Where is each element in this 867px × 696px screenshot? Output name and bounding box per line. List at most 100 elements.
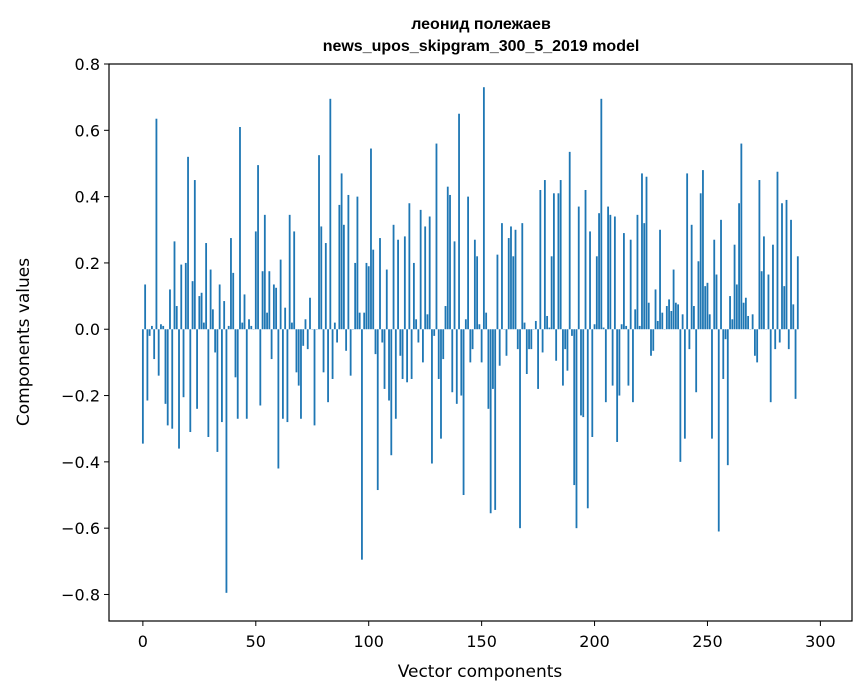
bar (309, 297, 311, 330)
bar (437, 329, 440, 379)
bar (166, 329, 169, 426)
bar (408, 203, 411, 330)
bar (652, 329, 655, 351)
bar (365, 262, 368, 330)
bar (557, 193, 560, 330)
bar (442, 329, 445, 360)
x-tick-label: 200 (579, 632, 610, 651)
bar (333, 322, 336, 330)
y-tick-label: 0.0 (75, 320, 100, 339)
x-tick-label: 300 (805, 632, 836, 651)
bar (537, 329, 539, 389)
bar (654, 289, 657, 330)
y-tick-label: −0.6 (61, 519, 100, 538)
bar (462, 329, 465, 496)
bar (753, 329, 756, 356)
bar (338, 204, 341, 330)
bar (227, 325, 230, 330)
bar (760, 271, 763, 330)
bar (550, 256, 553, 330)
bar (620, 324, 623, 330)
bar (245, 329, 248, 419)
bar (616, 329, 619, 442)
bar (548, 327, 551, 330)
bar (178, 329, 180, 449)
bar (394, 329, 397, 419)
bar (313, 329, 316, 426)
bar (347, 194, 350, 330)
bar (717, 329, 720, 532)
bar (286, 329, 289, 423)
bar (320, 226, 323, 330)
bar (155, 118, 158, 330)
bar (397, 239, 399, 330)
bar (783, 286, 786, 330)
bar (564, 329, 567, 350)
bar (431, 329, 433, 464)
bar (665, 306, 668, 330)
bar (528, 329, 530, 350)
bar (403, 236, 406, 330)
bar (686, 173, 689, 330)
bar (223, 301, 226, 330)
bar (473, 239, 476, 330)
bar (146, 329, 149, 401)
y-tick-label: −0.4 (61, 453, 100, 472)
bar (381, 329, 384, 343)
bar (464, 319, 467, 330)
bar (600, 98, 603, 330)
bar (693, 306, 695, 330)
bar (148, 329, 151, 336)
bar (787, 329, 790, 350)
chart-title-line-1: леонид полежаев (411, 16, 551, 33)
x-axis-ticks: 0 50 100 150 200 250 300 (138, 621, 836, 651)
bar (598, 213, 600, 330)
bar (555, 329, 558, 361)
bar (525, 329, 528, 374)
bar (153, 329, 156, 360)
bar (191, 281, 194, 330)
bar (485, 312, 488, 330)
bar (379, 238, 381, 330)
bar (162, 325, 165, 330)
bar (342, 224, 345, 330)
bar (625, 325, 628, 330)
bar (634, 309, 637, 330)
bar (144, 284, 147, 330)
bar (656, 320, 659, 330)
bar (297, 329, 300, 386)
bar (492, 329, 494, 389)
bar (239, 126, 241, 330)
bar (340, 173, 343, 330)
bar (327, 329, 329, 403)
bar (607, 206, 609, 330)
bar (688, 329, 691, 350)
bar (659, 229, 661, 330)
bar (291, 322, 293, 330)
bar (390, 329, 393, 456)
bar (257, 165, 259, 330)
bar (720, 219, 722, 330)
bar (534, 320, 537, 330)
bar (695, 329, 698, 393)
bar (424, 226, 427, 330)
bar (211, 309, 214, 330)
bar (175, 306, 178, 330)
bar (776, 171, 779, 330)
bar (270, 329, 273, 360)
bar (573, 329, 576, 486)
bar (383, 329, 386, 389)
bar (401, 329, 404, 379)
bar (451, 329, 454, 393)
bar (281, 329, 284, 419)
bar (498, 329, 501, 366)
bar (584, 189, 587, 330)
bar (722, 329, 725, 379)
bar (171, 329, 174, 429)
bar (552, 193, 555, 330)
bar (406, 329, 409, 383)
bar (279, 259, 282, 330)
bar (225, 329, 228, 593)
bar (559, 180, 562, 330)
bar (202, 322, 205, 330)
